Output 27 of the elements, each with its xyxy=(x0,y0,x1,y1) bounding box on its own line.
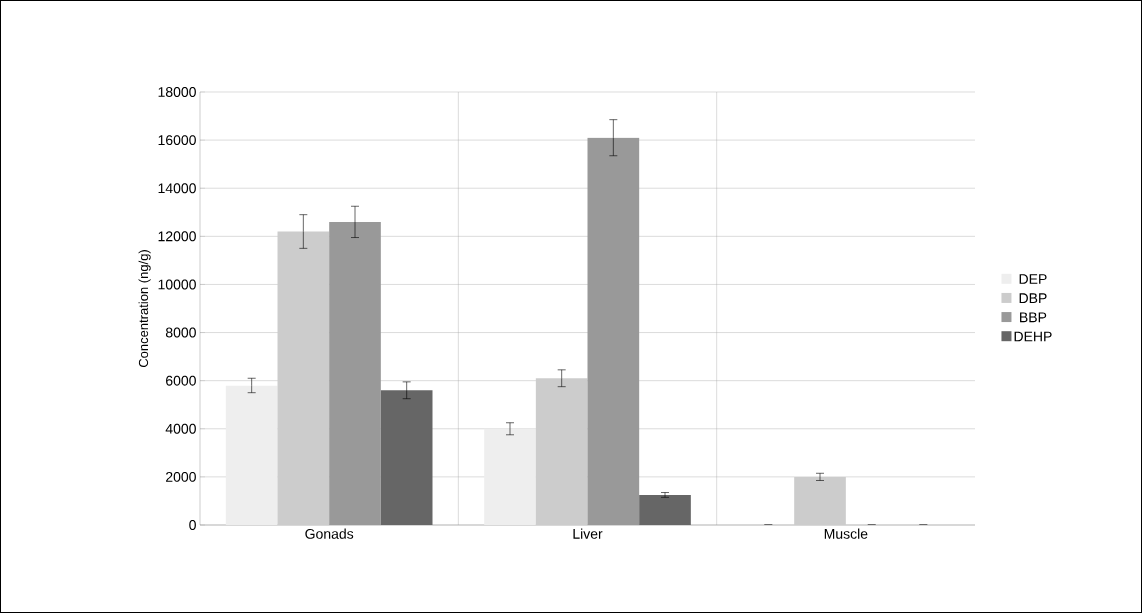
x-tick-label: Gonads xyxy=(305,528,354,539)
y-tick-label: 18000 xyxy=(158,87,196,97)
y-tick-label: 10000 xyxy=(158,279,196,290)
y-tick-label: 14000 xyxy=(158,183,196,194)
y-tick-label: 2000 xyxy=(166,471,196,482)
bar xyxy=(794,476,846,525)
y-tick-label: 6000 xyxy=(166,375,196,386)
legend-label: DBP xyxy=(1019,293,1047,303)
y-tick-label: 16000 xyxy=(158,135,196,146)
y-tick-label: 4000 xyxy=(165,423,196,434)
y-tick-label: 12000 xyxy=(158,231,196,242)
y-tick-label: 8000 xyxy=(165,327,196,338)
x-tick-label: Muscle xyxy=(824,528,868,539)
bar xyxy=(277,231,330,525)
x-tick-label: Liver xyxy=(573,528,603,539)
bar xyxy=(587,137,640,525)
bar xyxy=(380,390,433,525)
y-axis-title: Concentration (ng/g) xyxy=(138,250,151,368)
bar xyxy=(535,378,588,525)
bar xyxy=(639,494,691,525)
legend-label: BBP xyxy=(1020,312,1047,323)
bar xyxy=(484,428,536,525)
bar xyxy=(225,385,278,525)
bar xyxy=(329,221,381,525)
legend-label: DEP xyxy=(1019,274,1047,284)
legend-label: DEHP xyxy=(1014,331,1052,342)
y-tick-label: 0 xyxy=(189,520,196,530)
